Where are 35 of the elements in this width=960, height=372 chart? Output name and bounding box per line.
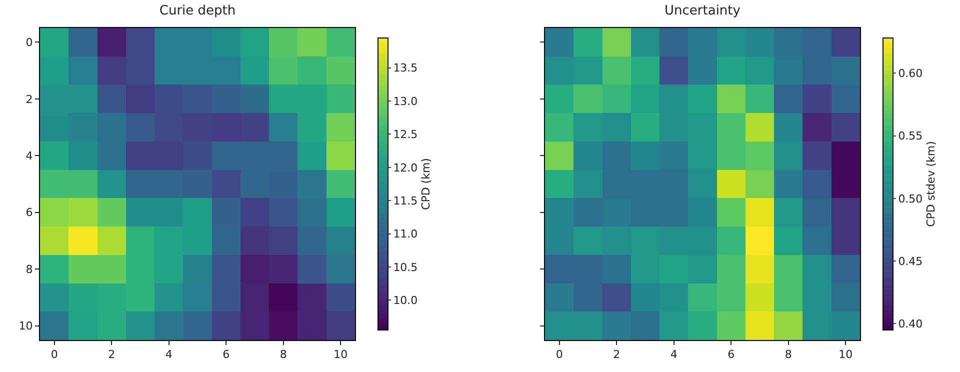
color-bar-label: 10.0: [393, 294, 418, 307]
color-bar-label: 12.0: [393, 161, 418, 174]
color-bar-label: 11.0: [393, 228, 418, 241]
color-bar-label: 0.60: [898, 66, 923, 80]
y-tick-label: 4: [26, 149, 33, 162]
color-bar-label: 13.5: [393, 62, 418, 75]
x-tick-label: 10: [334, 348, 348, 362]
x-tick-label: 0: [50, 348, 58, 362]
x-tick-label: 0: [556, 348, 563, 362]
chart-title: Curie depth: [159, 4, 236, 19]
y-tick-label: 10: [18, 320, 33, 333]
y-tick-label: 0: [26, 36, 33, 50]
y-tick-label: 8: [26, 262, 33, 276]
x-tick-label: 8: [280, 348, 287, 362]
color-bar-label: 0.40: [898, 318, 923, 331]
color-bar-label: 13.0: [393, 94, 418, 108]
x-tick-label: 4: [670, 348, 678, 362]
x-tick-label: 4: [165, 348, 172, 362]
x-tick-label: 2: [108, 348, 116, 362]
x-tick-label: 10: [838, 348, 853, 362]
color-bar-title: CPD (km): [420, 158, 433, 210]
y-tick-label: 6: [26, 206, 33, 220]
x-tick-label: 6: [728, 348, 735, 362]
chart-title: Uncertainty: [664, 4, 741, 19]
x-tick-label: 6: [222, 348, 230, 362]
x-tick-label: 8: [784, 348, 792, 362]
color-bar-label: 11.5: [393, 194, 418, 208]
color-bar-label: 0.45: [898, 254, 923, 268]
y-tick-label: 2: [26, 92, 33, 106]
color-bar-label: 10.5: [393, 260, 418, 274]
color-bar-label: 0.55: [898, 130, 923, 143]
color-bar-label: 0.50: [898, 192, 923, 206]
x-tick-label: 2: [613, 348, 620, 362]
color-bar-title: CPD stdev (km): [924, 141, 938, 227]
color-bar-label: 12.5: [393, 128, 418, 142]
